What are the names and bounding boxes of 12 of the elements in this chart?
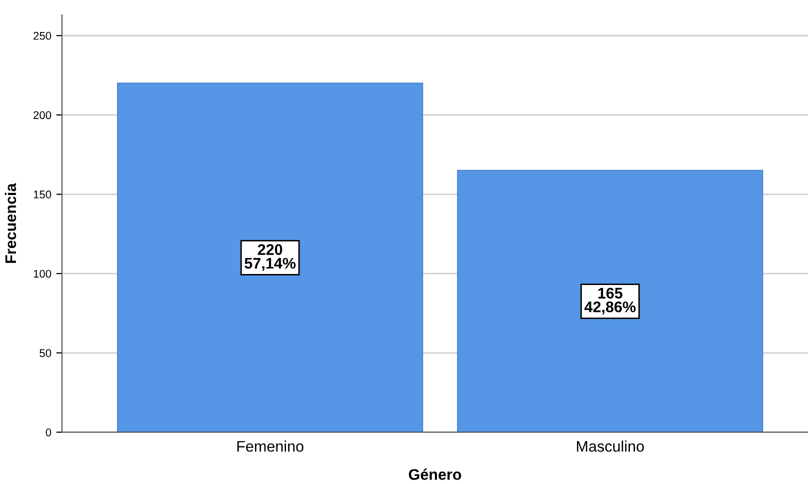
x-axis-title: Género <box>408 468 462 480</box>
y-tick-label: 250 <box>34 32 52 40</box>
y-tick-label: 50 <box>40 349 52 358</box>
y-tick-label: 100 <box>34 270 52 278</box>
y-tick-label: 150 <box>34 190 52 198</box>
y-axis-title: Frecuencia <box>4 183 16 263</box>
data-label: 220 57,14% <box>244 244 296 271</box>
x-tick-label: Femenino <box>237 440 304 452</box>
x-tick-label: Masculino <box>576 440 644 452</box>
data-label: 165 42,86% <box>584 288 636 314</box>
y-tick-label: 200 <box>34 111 52 120</box>
y-tick-label: 0 <box>46 428 52 436</box>
